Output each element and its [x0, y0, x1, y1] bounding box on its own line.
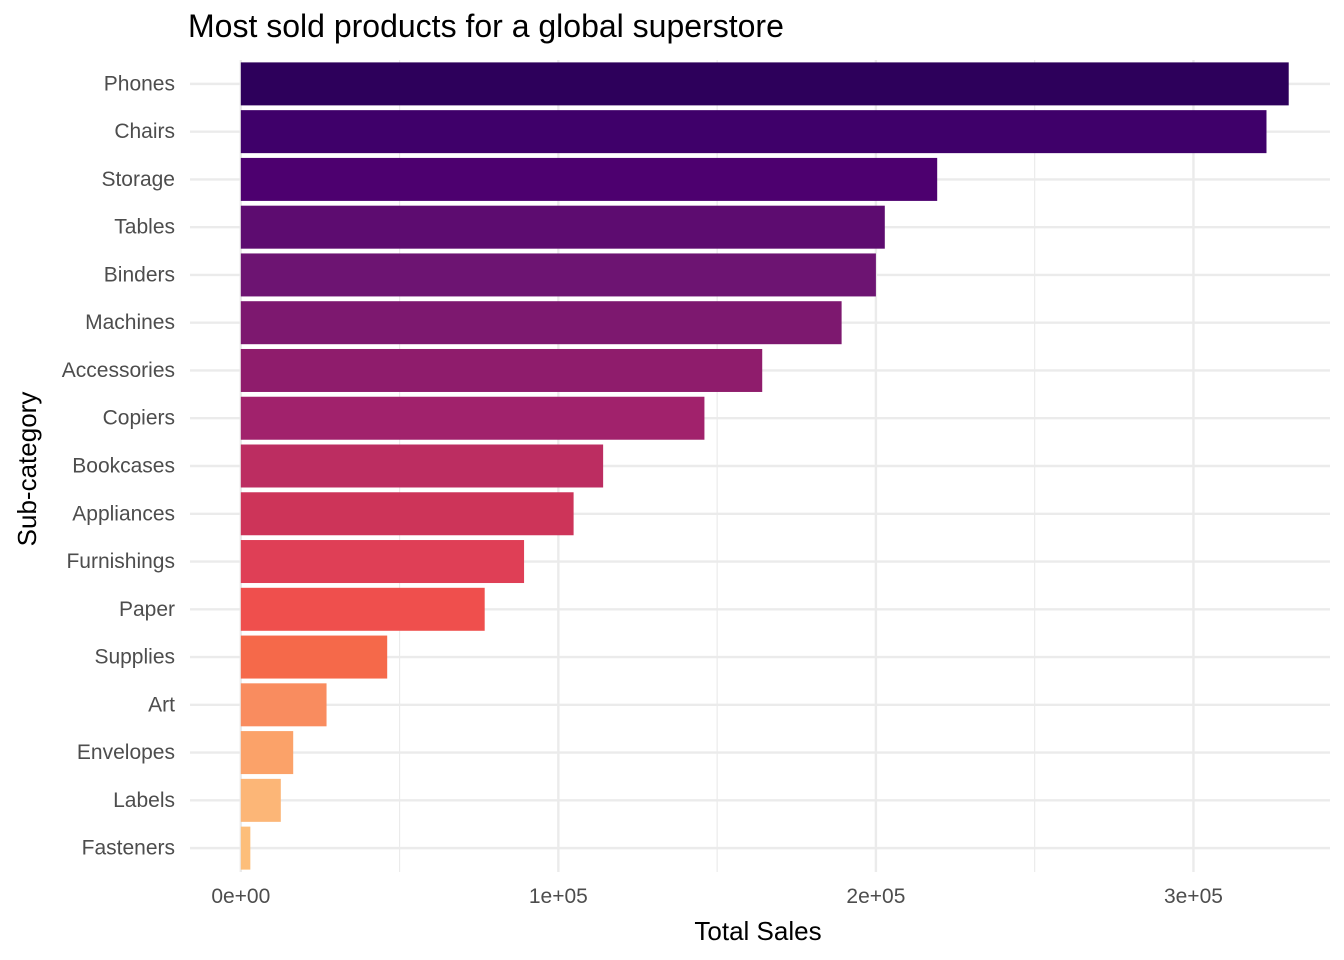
x-axis-title: Total Sales — [694, 916, 821, 946]
y-tick-label: Fasteners — [82, 837, 175, 860]
bar — [240, 826, 251, 870]
bar — [240, 635, 388, 679]
bar — [240, 683, 327, 727]
x-tick-label: 3e+05 — [1164, 885, 1223, 908]
bar — [240, 301, 842, 345]
bar — [240, 778, 281, 822]
bar — [240, 731, 294, 775]
bars — [240, 62, 1289, 870]
y-tick-label: Art — [148, 693, 175, 716]
bar — [240, 396, 705, 440]
y-tick-label: Envelopes — [77, 741, 175, 764]
y-tick-label: Chairs — [114, 120, 175, 143]
y-tick-label: Tables — [114, 216, 175, 239]
y-tick-label: Paper — [119, 598, 175, 621]
y-tick-label: Binders — [104, 263, 175, 286]
bar — [240, 62, 1289, 106]
bar — [240, 444, 604, 488]
y-tick-label: Machines — [85, 311, 175, 334]
y-tick-label: Copiers — [103, 407, 175, 430]
y-tick-label: Labels — [113, 789, 175, 812]
bar — [240, 253, 876, 297]
y-tick-label: Appliances — [72, 502, 175, 525]
bar — [240, 587, 485, 631]
bar — [240, 348, 763, 392]
bar — [240, 157, 938, 201]
x-tick-label: 2e+05 — [846, 885, 905, 908]
bar — [240, 110, 1267, 154]
y-tick-label: Phones — [104, 72, 175, 95]
y-tick-label: Bookcases — [72, 455, 175, 478]
y-tick-label: Furnishings — [66, 550, 175, 573]
x-axis-tick-labels: 0e+00 1e+05 2e+05 3e+05 — [211, 885, 1223, 908]
bar — [240, 205, 885, 249]
x-tick-label: 1e+05 — [529, 885, 588, 908]
bar — [240, 540, 525, 584]
y-tick-label: Accessories — [62, 359, 175, 382]
x-tick-label: 0e+00 — [211, 885, 270, 908]
y-axis-title: Sub-category — [12, 392, 42, 547]
y-tick-label: Storage — [101, 168, 175, 191]
y-axis-tick-labels: Phones Chairs Storage Tables Binders Machines… — [62, 72, 175, 859]
chart-title: Most sold products for a global supersto… — [188, 8, 784, 44]
bar — [240, 492, 574, 536]
y-tick-label: Supplies — [94, 646, 175, 669]
